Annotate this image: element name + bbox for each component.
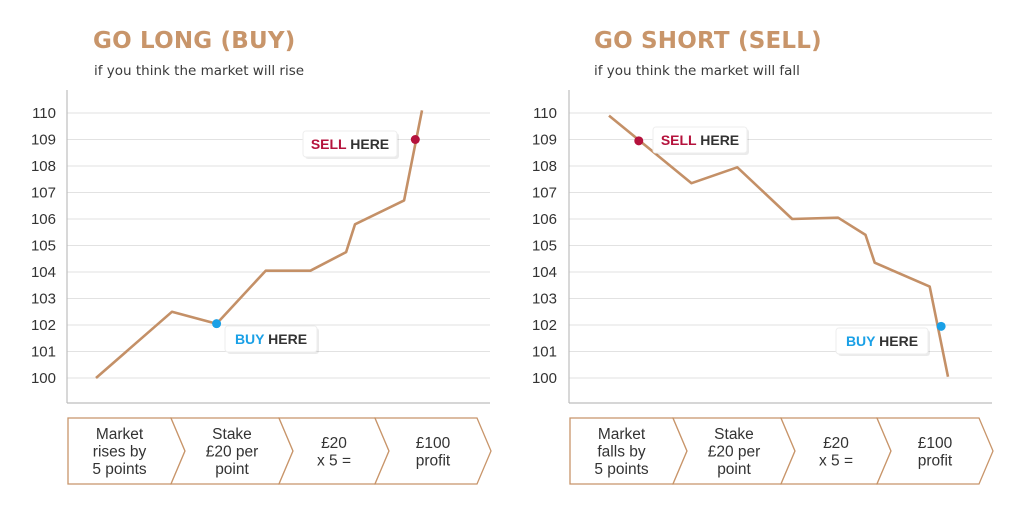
long-subtitle: if you think the market will rise <box>94 63 305 79</box>
step-text: point <box>215 461 249 478</box>
y-tick-label: 110 <box>32 105 56 122</box>
step-text: profit <box>416 452 451 469</box>
y-tick-label: 103 <box>532 291 557 308</box>
label-here: HERE <box>700 132 739 148</box>
buy-point <box>212 319 222 329</box>
buy-here-label: BUY HERE <box>224 325 319 354</box>
y-tick-label: 100 <box>31 370 56 387</box>
label-here: HERE <box>268 331 307 347</box>
short-subtitle: if you think the market will fall <box>594 63 800 79</box>
label-here: HERE <box>879 333 918 349</box>
label-text: BUY HERE <box>235 331 307 347</box>
y-tick-label: 106 <box>31 211 56 228</box>
y-tick-label: 100 <box>532 370 557 387</box>
step-text: £20 <box>321 435 347 452</box>
y-tick-label: 101 <box>532 344 557 361</box>
y-tick-label: 109 <box>532 132 557 149</box>
step-text: Market <box>598 426 646 443</box>
step-text: 5 points <box>92 461 147 478</box>
label-box <box>652 126 748 154</box>
label-text: SELL HERE <box>661 132 739 148</box>
y-tick-label: 105 <box>532 238 557 255</box>
short-title: GO SHORT (SELL) <box>594 28 822 54</box>
y-tick-label: 104 <box>31 264 56 281</box>
long-panel: GO LONG (BUY) if you think the market wi… <box>31 28 492 485</box>
y-tick-label: 104 <box>532 264 557 281</box>
label-box <box>302 130 398 158</box>
short-panel: GO SHORT (SELL) if you think the market … <box>510 0 1022 521</box>
y-tick-label: 106 <box>532 211 557 228</box>
step-text: rises by <box>93 444 147 461</box>
buy-point <box>936 321 946 331</box>
y-tick-label: 108 <box>31 158 56 175</box>
y-tick-label: 101 <box>31 344 56 361</box>
step-text: £100 <box>416 435 451 452</box>
long-title: GO LONG (BUY) <box>93 28 296 54</box>
step-text: £20 <box>823 435 849 452</box>
step-text: £100 <box>918 435 953 452</box>
step-arrow <box>374 417 492 485</box>
step-text: Stake <box>212 426 252 443</box>
label-box <box>224 325 318 353</box>
step-text: Market <box>96 426 144 443</box>
step-text: £20 per <box>206 444 259 461</box>
step-text: point <box>717 461 751 478</box>
short-chart: 100 101 102 103 104 105 106 107 108 109 110 SELL HE… <box>532 90 994 485</box>
price-line <box>608 114 950 377</box>
y-tick-label: 108 <box>532 158 557 175</box>
step-text: x 5 = <box>819 452 853 469</box>
y-tick-label: 105 <box>31 238 56 255</box>
step-text: x 5 = <box>317 452 351 469</box>
step-text: Stake <box>714 426 754 443</box>
sell-point <box>634 136 644 146</box>
step-text: 5 points <box>594 461 649 478</box>
label-box <box>835 327 929 355</box>
step-text: falls by <box>597 444 645 461</box>
sell-here-label: SELL HERE <box>652 126 749 155</box>
label-text: SELL HERE <box>311 136 389 152</box>
y-tick-label: 110 <box>533 105 557 122</box>
long-chart: 100 101 102 103 104 105 106 107 108 109 110 BUY HER… <box>31 90 492 485</box>
price-line <box>95 110 424 379</box>
label-action: SELL <box>311 136 347 152</box>
sell-point <box>410 135 420 144</box>
y-tick-label: 103 <box>31 291 56 308</box>
step-text: profit <box>918 452 953 469</box>
label-action: BUY <box>846 333 876 349</box>
buy-here-label: BUY HERE <box>835 327 930 356</box>
y-tick-label: 109 <box>31 132 56 149</box>
y-tick-label: 107 <box>532 185 557 202</box>
sell-here-label: SELL HERE <box>302 130 399 159</box>
y-tick-label: 102 <box>31 317 56 334</box>
step-text: £20 per <box>708 444 761 461</box>
label-action: BUY <box>235 331 265 347</box>
step-arrow <box>876 417 994 485</box>
y-tick-label: 107 <box>31 185 56 202</box>
y-tick-label: 102 <box>532 317 557 334</box>
label-here: HERE <box>350 136 389 152</box>
label-action: SELL <box>661 132 697 148</box>
label-text: BUY HERE <box>846 333 918 349</box>
